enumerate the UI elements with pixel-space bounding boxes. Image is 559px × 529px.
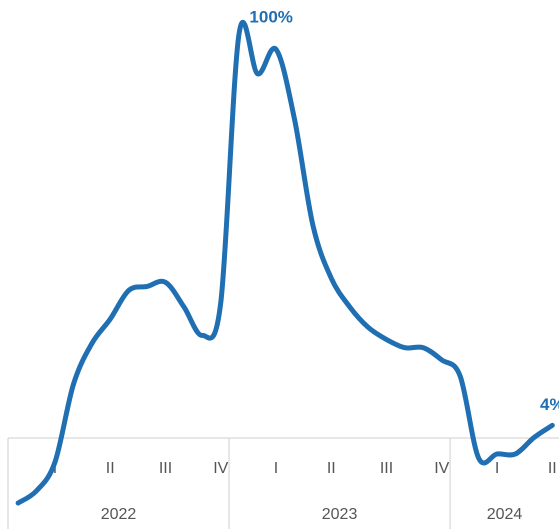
x-tick-label: IV xyxy=(213,460,228,477)
x-tick-label: I xyxy=(274,460,278,477)
value-label: 4% xyxy=(540,395,559,414)
x-tick-label: III xyxy=(159,460,172,477)
year-label: 2022 xyxy=(101,506,137,523)
x-tick-label: II xyxy=(548,460,557,477)
x-tick-label: I xyxy=(495,460,499,477)
x-tick-label: IV xyxy=(434,460,449,477)
x-tick-label: II xyxy=(106,460,115,477)
x-tick-label: III xyxy=(380,460,393,477)
year-label: 2023 xyxy=(322,506,358,523)
year-label: 2024 xyxy=(487,506,523,523)
data-line xyxy=(15,20,555,506)
x-tick-label: II xyxy=(327,460,336,477)
value-label: 100% xyxy=(249,7,292,26)
